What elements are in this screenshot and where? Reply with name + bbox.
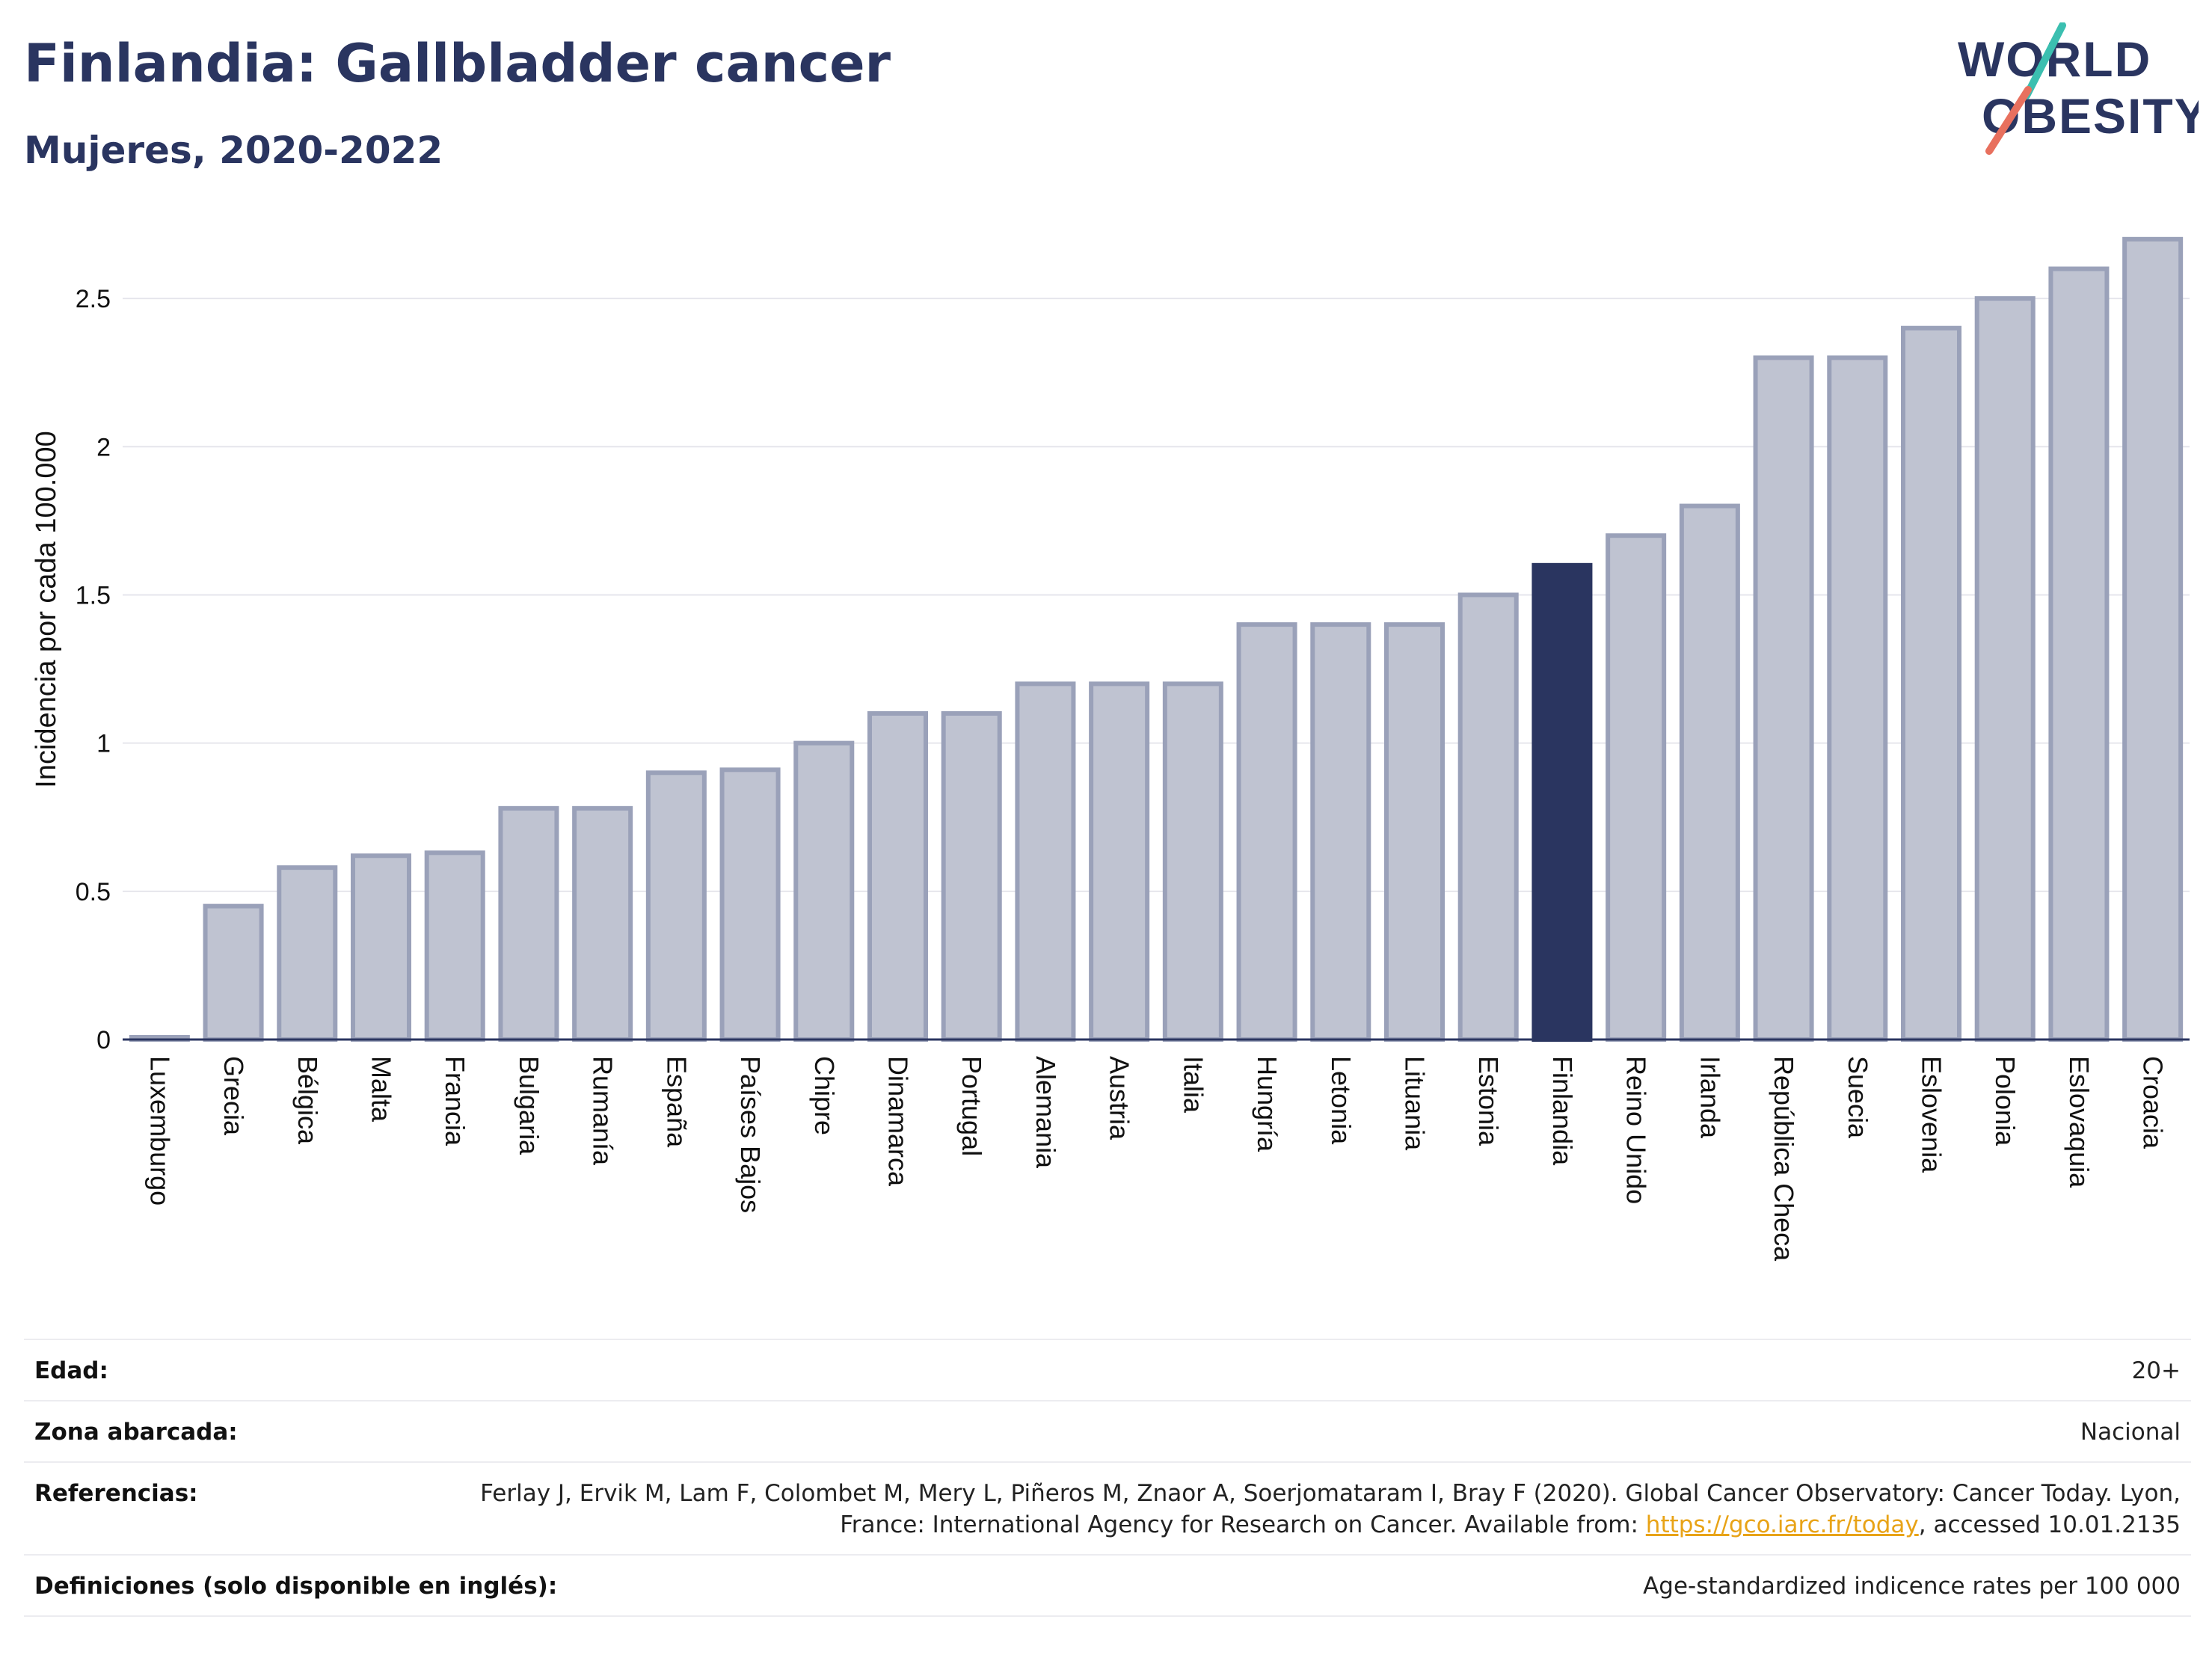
- metadata-table: Edad: 20+ Zona abarcada: Nacional Refere…: [24, 1339, 2191, 1617]
- reference-accessed: , accessed 10.01.2135: [1918, 1511, 2181, 1538]
- bar-república-checa: [1753, 355, 1814, 1042]
- bar-polonia: [1974, 296, 2036, 1043]
- bar-chart: 0 0.5 1 1.5 2 2.5 Luxemburgo Grecia Bélgica Malt…: [31, 236, 2190, 1262]
- x-axis-ticks: Luxemburgo Grecia Bélgica Malta Francia Bulga…: [144, 1056, 2168, 1262]
- bar-eslovenia: [1900, 325, 1962, 1042]
- y-tick-label: 1: [96, 730, 111, 758]
- x-tick-label: Países Bajos: [735, 1056, 766, 1213]
- chart-subtitle: Mujeres, 2020-2022: [24, 129, 443, 172]
- meta-value-zona: Nacional: [2080, 1419, 2181, 1446]
- x-tick-label: Portugal: [956, 1056, 987, 1156]
- y-tick-label: 2: [96, 433, 111, 461]
- bar-rumanía: [572, 805, 633, 1042]
- bar-portugal: [941, 711, 1002, 1042]
- x-tick-label: Croacia: [2138, 1056, 2169, 1149]
- x-tick-label: Estonia: [1473, 1056, 1504, 1146]
- x-tick-label: Letonia: [1326, 1056, 1357, 1145]
- x-tick-label: Finlandia: [1547, 1056, 1578, 1166]
- bar-bélgica: [277, 865, 338, 1043]
- world-obesity-logo: WORLD OBESITY: [1958, 22, 2199, 155]
- x-tick-label: Francia: [440, 1056, 470, 1146]
- y-tick-label: 2.5: [76, 285, 111, 313]
- meta-row-referencias: Referencias: Ferlay J, Ervik M, Lam F, C…: [24, 1463, 2191, 1556]
- x-tick-label: Rumanía: [588, 1056, 618, 1166]
- y-tick-label: 1.5: [76, 581, 111, 610]
- x-tick-label: Alemania: [1030, 1056, 1061, 1169]
- bar-croacia: [2122, 236, 2184, 1042]
- bar-chipre: [793, 740, 855, 1042]
- x-tick-label: Eslovaquia: [2064, 1056, 2095, 1188]
- bar-países-bajos: [719, 767, 781, 1042]
- reference-text: Ferlay J, Ervik M, Lam F, Colombet M, Me…: [480, 1480, 2181, 1538]
- bar-bulgaria: [498, 805, 559, 1042]
- bar-españa: [645, 770, 707, 1042]
- x-tick-label: Bélgica: [292, 1056, 323, 1145]
- x-tick-label: Malta: [366, 1056, 397, 1123]
- x-tick-label: República Checa: [1769, 1056, 1799, 1262]
- meta-label-edad: Edad:: [34, 1357, 108, 1384]
- meta-value-edad: 20+: [2131, 1357, 2181, 1384]
- x-tick-label: Polonia: [1990, 1056, 2021, 1146]
- x-tick-label: Lituania: [1400, 1056, 1431, 1151]
- x-tick-label: Reino Unido: [1621, 1056, 1652, 1204]
- bar-finlandia: [1531, 562, 1593, 1042]
- bars: [129, 236, 2184, 1043]
- y-axis-label: Incidencia por cada 100.000: [31, 431, 62, 787]
- x-tick-label: Luxemburgo: [144, 1056, 175, 1206]
- bar-italia: [1162, 681, 1223, 1042]
- x-tick-label: Austria: [1105, 1056, 1135, 1140]
- x-tick-label: Italia: [1178, 1056, 1208, 1114]
- chart-title: Finlandia: Gallbladder cancer: [24, 33, 891, 94]
- meta-row-zona: Zona abarcada: Nacional: [24, 1401, 2191, 1463]
- x-tick-label: Dinamarca: [883, 1056, 914, 1187]
- x-tick-label: Hungría: [1252, 1056, 1282, 1152]
- logo-slash-coral: [1985, 86, 2032, 155]
- x-tick-label: Suecia: [1843, 1056, 1873, 1139]
- bar-suecia: [1827, 355, 1888, 1042]
- meta-row-edad: Edad: 20+: [24, 1340, 2191, 1401]
- logo-text-obesity: OBESITY: [1982, 88, 2199, 144]
- bar-eslovaquia: [2048, 266, 2110, 1042]
- bar-lituania: [1383, 622, 1446, 1042]
- x-tick-label: Grecia: [218, 1056, 249, 1136]
- bar-estonia: [1457, 592, 1519, 1042]
- y-tick-label: 0.5: [76, 878, 111, 906]
- meta-label-referencias: Referencias:: [34, 1480, 198, 1507]
- logo-slash-teal: [2023, 22, 2066, 99]
- bar-grecia: [203, 903, 264, 1042]
- x-tick-label: Chipre: [809, 1056, 840, 1135]
- meta-value-referencias: Ferlay J, Ervik M, Lam F, Colombet M, Me…: [461, 1478, 2181, 1541]
- bar-austria: [1089, 681, 1150, 1042]
- x-tick-label: Eslovenia: [1917, 1056, 1947, 1173]
- y-axis-ticks: 0 0.5 1 1.5 2 2.5: [76, 285, 111, 1054]
- bar-francia: [424, 850, 485, 1042]
- bar-letonia: [1310, 622, 1371, 1042]
- bar-hungría: [1236, 622, 1297, 1042]
- meta-row-definiciones: Definiciones (solo disponible en inglés)…: [24, 1556, 2191, 1617]
- y-tick-label: 0: [96, 1026, 111, 1054]
- x-tick-label: España: [661, 1056, 692, 1148]
- meta-value-definiciones: Age-standardized indicence rates per 100…: [1643, 1573, 2181, 1600]
- bar-alemania: [1015, 681, 1076, 1042]
- bar-irlanda: [1679, 503, 1740, 1042]
- x-tick-label: Irlanda: [1695, 1056, 1725, 1139]
- meta-label-zona: Zona abarcada:: [34, 1419, 238, 1446]
- reference-link[interactable]: https://gco.iarc.fr/today: [1645, 1511, 1919, 1538]
- bar-reino-unido: [1606, 533, 1667, 1042]
- bar-malta: [350, 853, 412, 1042]
- x-tick-label: Bulgaria: [514, 1056, 544, 1155]
- bar-dinamarca: [867, 711, 929, 1042]
- meta-label-definiciones: Definiciones (solo disponible en inglés)…: [34, 1573, 558, 1600]
